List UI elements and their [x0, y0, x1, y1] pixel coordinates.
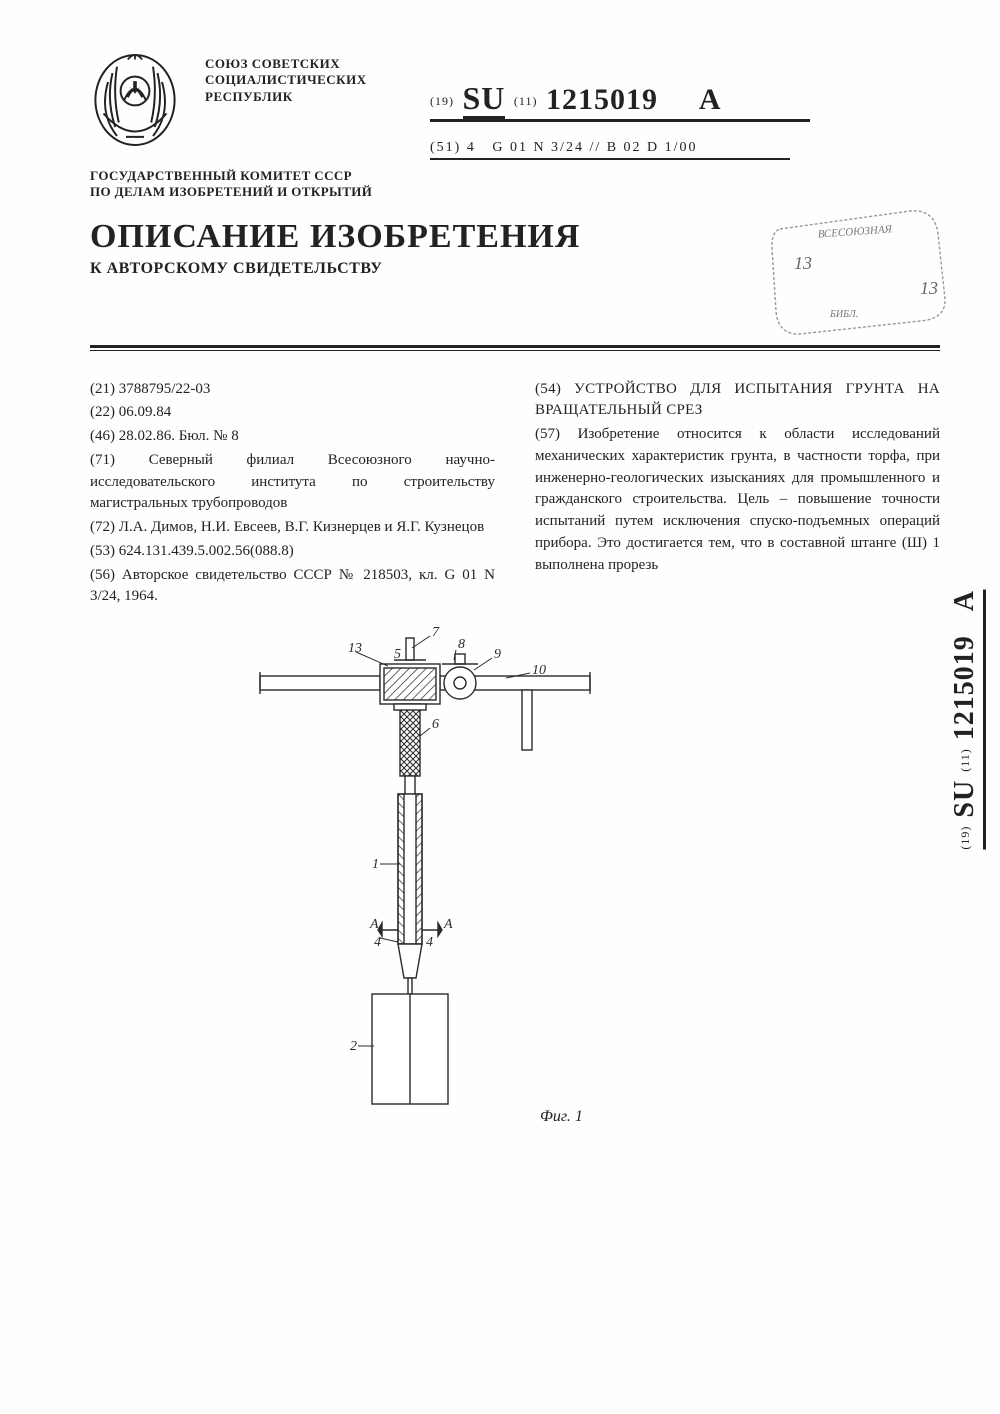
- field-22: (22) 06.09.84: [90, 402, 495, 424]
- fig-label-A-left: А: [369, 917, 379, 932]
- bibliographic-columns: (21) 3788795/22-03 (22) 06.09.84 (46) 28…: [90, 379, 940, 611]
- fig-label-13: 13: [348, 641, 362, 656]
- stamp-bottom-text: БИБЛ.: [829, 309, 858, 320]
- divider: [90, 350, 940, 351]
- abstract-text: Изобретение относится к области исследов…: [535, 426, 940, 573]
- field-46: (46) 28.02.86. Бюл. № 8: [90, 426, 495, 448]
- side-kind: A: [949, 590, 980, 611]
- stamp-left-num: 13: [794, 253, 812, 273]
- ipc-code: G 01 N 3/24 // B 02 D 1/00: [492, 140, 697, 155]
- fig-label-2: 2: [350, 1039, 357, 1054]
- library-stamp-icon: ВСЕСОЮЗНАЯ 13 13 БИБЛ.: [770, 219, 940, 329]
- doc-title: ОПИСАНИЕ ИЗОБРЕТЕНИЯ: [90, 219, 580, 255]
- issuer-line2: СОЦИАЛИСТИЧЕСКИХ: [205, 72, 405, 88]
- fig-label-A-right: А: [443, 917, 453, 932]
- code-54: (54): [535, 381, 561, 397]
- stamp-top-text: ВСЕСОЮЗНАЯ: [817, 223, 893, 240]
- doc-subtitle: К АВТОРСКОМУ СВИДЕТЕЛЬСТВУ: [90, 260, 580, 278]
- title-block: ОПИСАНИЕ ИЗОБРЕТЕНИЯ К АВТОРСКОМУ СВИДЕТ…: [90, 219, 580, 279]
- side-number: 1215019: [949, 635, 980, 740]
- issuer-line1: СОЮЗ СОВЕТСКИХ: [205, 56, 405, 72]
- ipc-prefix: (51) 4: [430, 140, 476, 155]
- doc-number: 1215019: [546, 83, 658, 116]
- publication-line: (19) SU (11) 1215019 A: [430, 80, 810, 122]
- field-57: (57) Изобретение относится к области исс…: [535, 424, 940, 576]
- issuer-line3: РЕСПУБЛИК: [205, 89, 405, 105]
- fig-label-8: 8: [458, 637, 465, 652]
- header-row: СОЮЗ СОВЕТСКИХ СОЦИАЛИСТИЧЕСКИХ РЕСПУБЛИ…: [90, 50, 940, 160]
- side-code-19: (19): [958, 826, 972, 850]
- fig-label-9: 9: [494, 647, 501, 662]
- biblio-right-col: (54) УСТРОЙСТВО ДЛЯ ИСПЫТАНИЯ ГРУНТА НА …: [535, 379, 940, 611]
- fig-label-1: 1: [372, 857, 379, 872]
- title-row: ОПИСАНИЕ ИЗОБРЕТЕНИЯ К АВТОРСКОМУ СВИДЕТ…: [90, 219, 940, 348]
- biblio-left-col: (21) 3788795/22-03 (22) 06.09.84 (46) 28…: [90, 379, 495, 611]
- field-54: (54) УСТРОЙСТВО ДЛЯ ИСПЫТАНИЯ ГРУНТА НА …: [535, 379, 940, 423]
- field-21: (21) 3788795/22-03: [90, 379, 495, 401]
- fig-label-4: 4: [374, 935, 381, 950]
- fig-label-6: 6: [432, 717, 439, 732]
- fig-label-10: 10: [532, 663, 546, 678]
- ussr-emblem-icon: [90, 50, 180, 155]
- ipc-classification: (51) 4 G 01 N 3/24 // B 02 D 1/00: [430, 140, 790, 160]
- publication-number-block: (19) SU (11) 1215019 A (51) 4 G 01 N 3/2…: [430, 50, 940, 160]
- code-19: (19): [430, 94, 454, 108]
- invention-title: УСТРОЙСТВО ДЛЯ ИСПЫТАНИЯ ГРУНТА НА ВРАЩА…: [535, 381, 940, 419]
- side-code-11: (11): [958, 748, 972, 772]
- stamp-right-num: 13: [920, 278, 938, 298]
- field-56: (56) Авторское свидетельство СССР № 2185…: [90, 565, 495, 609]
- field-71: (71) Северный филиал Всесоюзного научно-…: [90, 450, 495, 515]
- fig-label-5: 5: [394, 647, 401, 662]
- country-code: SU: [463, 80, 506, 119]
- code-11: (11): [514, 94, 538, 108]
- kind-code: A: [699, 83, 722, 116]
- issuing-country: СОЮЗ СОВЕТСКИХ СОЦИАЛИСТИЧЕСКИХ РЕСПУБЛИ…: [205, 50, 405, 105]
- field-53: (53) 624.131.439.5.002.56(088.8): [90, 541, 495, 563]
- fig-label-7: 7: [432, 625, 440, 640]
- code-57: (57): [535, 426, 560, 442]
- fig-label-4b: 4: [426, 935, 433, 950]
- patent-page: СОЮЗ СОВЕТСКИХ СОЦИАЛИСТИЧЕСКИХ РЕСПУБЛИ…: [0, 0, 1000, 1414]
- figure-caption: Фиг. 1: [540, 1108, 583, 1126]
- agency-line1: ГОСУДАРСТВЕННЫЙ КОМИТЕТ СССР: [90, 168, 940, 184]
- figure-1: 13 5 7 8 9 10 6 1 А А 4 4 2 Фиг. 1: [90, 618, 940, 1158]
- side-publication-label: (19) SU (11) 1215019 A: [951, 590, 986, 850]
- side-country: SU: [949, 780, 980, 818]
- issuing-agency: ГОСУДАРСТВЕННЫЙ КОМИТЕТ СССР ПО ДЕЛАМ ИЗ…: [90, 168, 940, 201]
- field-72: (72) Л.А. Димов, Н.И. Евсеев, В.Г. Кизне…: [90, 517, 495, 539]
